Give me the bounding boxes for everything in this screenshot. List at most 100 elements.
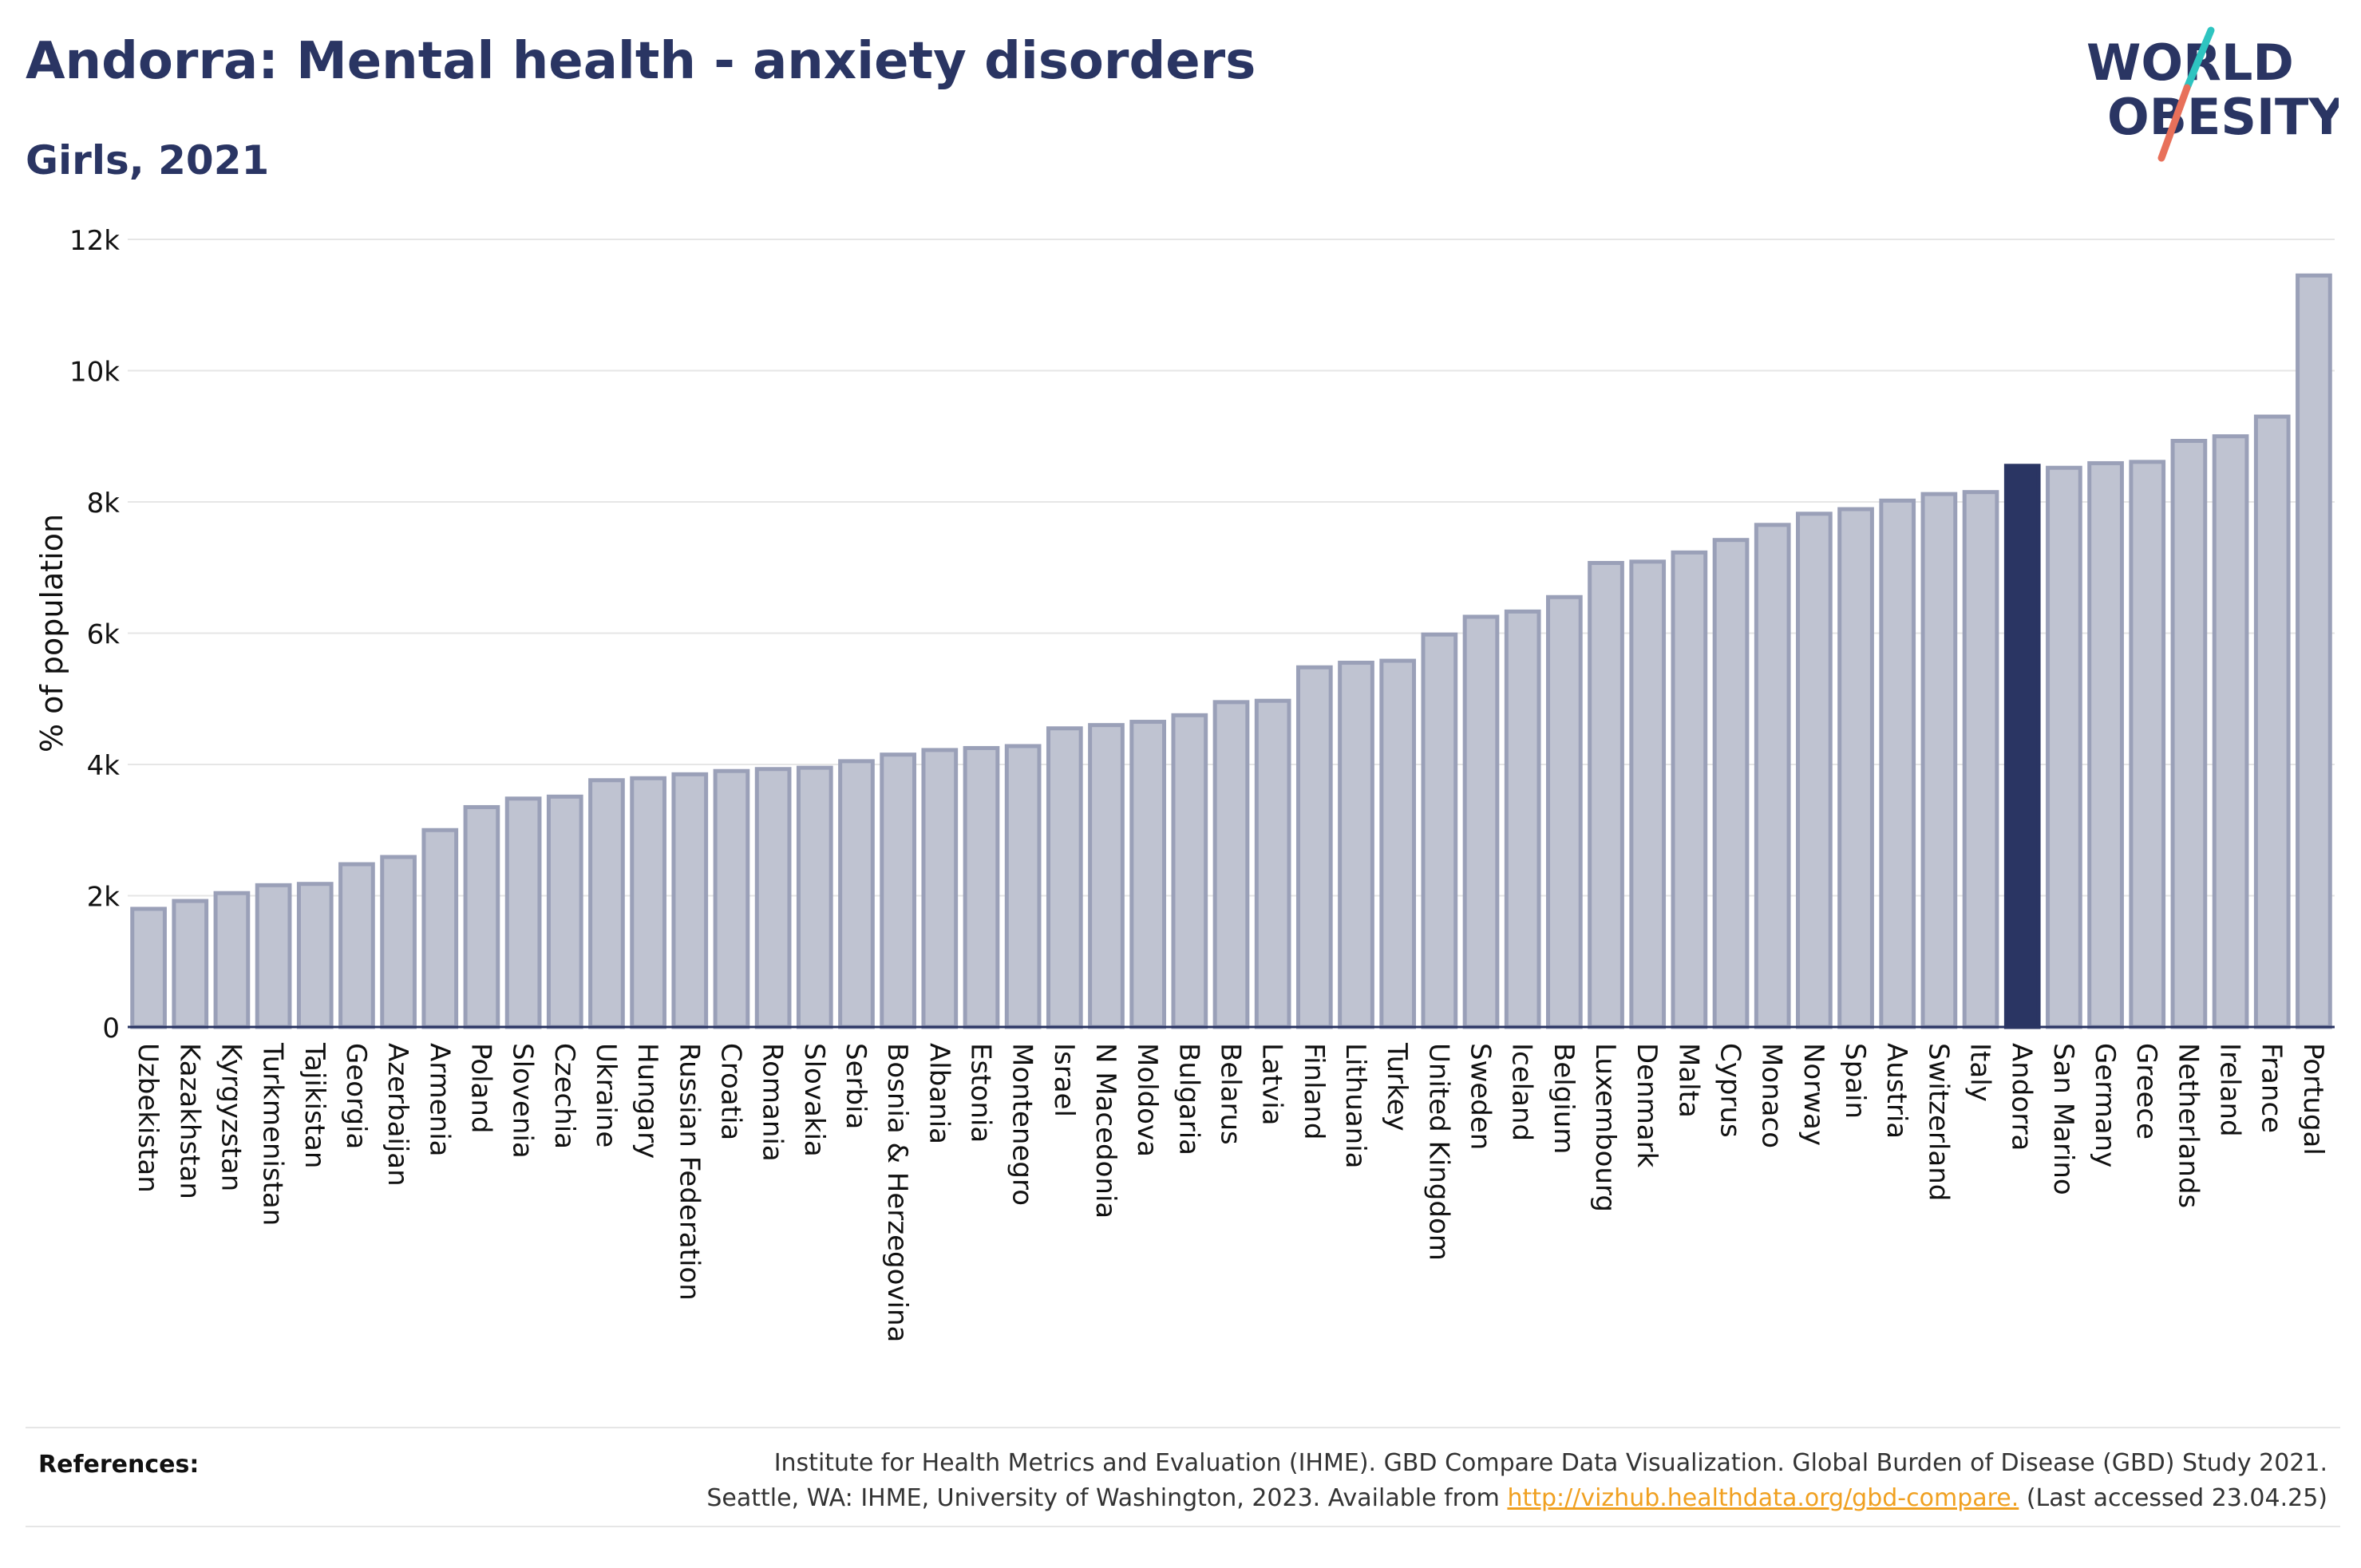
x-tick-label: Cyprus <box>1714 1043 1746 1138</box>
x-tick-label: Azerbaijan <box>382 1043 413 1187</box>
bar <box>380 855 417 1029</box>
bar <box>1046 726 1083 1029</box>
bar <box>630 776 666 1029</box>
y-tick-label: 8k <box>87 488 121 519</box>
bar <box>2170 439 2208 1029</box>
bar <box>1629 559 1667 1029</box>
x-tick-label: Romania <box>757 1043 789 1162</box>
bar <box>754 767 792 1029</box>
bar <box>1712 538 1750 1029</box>
y-tick-label: 6k <box>87 619 121 651</box>
world-obesity-logo: WORLD OBESITY <box>2086 26 2339 162</box>
bar <box>671 772 709 1029</box>
y-tick-label: 12k <box>69 225 120 257</box>
chart-title: Andorra: Mental health - anxiety disorde… <box>26 32 1256 91</box>
x-tick-label: N Macedonia <box>1090 1043 1121 1218</box>
bar <box>2212 434 2249 1029</box>
x-tick-label: Belgium <box>1548 1043 1580 1154</box>
bar <box>1462 614 1500 1029</box>
bar <box>1796 511 1833 1029</box>
bar <box>1920 492 1958 1029</box>
x-tick-label: Lithuania <box>1339 1043 1371 1168</box>
bar <box>338 862 375 1029</box>
bar <box>1254 698 1291 1029</box>
x-tick-label: Kyrgyzstan <box>215 1043 247 1191</box>
bar <box>2046 465 2082 1029</box>
bar <box>1588 560 1624 1029</box>
bar <box>1295 665 1333 1029</box>
bar <box>1129 720 1167 1029</box>
bar <box>546 794 583 1029</box>
x-tick-label: Sweden <box>1465 1043 1497 1150</box>
x-tick-label: Switzerland <box>1922 1043 1954 1201</box>
logo-text-obesity: OBESITY <box>2107 88 2339 146</box>
bar <box>1088 723 1125 1029</box>
bar <box>1837 507 1874 1029</box>
bar <box>421 827 459 1029</box>
bar <box>1171 713 1208 1029</box>
x-tick-label: Tajikistan <box>299 1042 330 1168</box>
x-tick-label: Kazakhstan <box>173 1043 205 1199</box>
x-tick-label: United Kingdom <box>1422 1043 1454 1261</box>
reference-line-1: Institute for Health Metrics and Evaluat… <box>773 1449 2327 1477</box>
bar <box>1879 498 1916 1029</box>
x-tick-label: Monaco <box>1756 1043 1788 1148</box>
y-tick-label: 10k <box>69 357 120 389</box>
x-tick-label: Slovenia <box>507 1043 539 1159</box>
bar <box>2253 414 2291 1029</box>
x-tick-label: Poland <box>465 1043 496 1134</box>
x-tick-label: Armenia <box>423 1043 455 1157</box>
bar <box>796 765 833 1029</box>
x-tick-label: Czechia <box>548 1043 580 1149</box>
x-tick-label: Georgia <box>340 1043 372 1149</box>
x-tick-label: Albania <box>923 1043 955 1144</box>
bar <box>921 748 959 1029</box>
y-tick-label: 4k <box>87 750 121 782</box>
x-tick-label: Andorra <box>2006 1043 2038 1151</box>
references-text: Institute for Health Metrics and Evaluat… <box>412 1446 2327 1516</box>
x-tick-label: Latvia <box>1256 1043 1288 1126</box>
bar <box>1671 550 1708 1029</box>
reference-link[interactable]: http://vizhub.healthdata.org/gbd-compare… <box>1507 1484 2019 1512</box>
reference-line-2-prefix: Seattle, WA: IHME, University of Washing… <box>706 1484 1508 1512</box>
bar <box>2087 460 2124 1029</box>
bar <box>880 752 916 1029</box>
reference-line-2: Seattle, WA: IHME, University of Washing… <box>412 1481 2327 1516</box>
x-tick-label: Estonia <box>964 1043 996 1143</box>
x-tick-label: Denmark <box>1631 1043 1663 1168</box>
y-tick-label: 2k <box>87 882 121 914</box>
x-tick-label: Ireland <box>2214 1043 2246 1137</box>
bar <box>2129 460 2166 1029</box>
x-tick-label: Slovakia <box>798 1043 830 1157</box>
bar <box>1546 594 1583 1029</box>
bar <box>172 899 209 1029</box>
x-tick-label: Uzbekistan <box>132 1043 164 1193</box>
x-tick-label: Russian Federation <box>673 1043 705 1301</box>
references-label: References: <box>38 1451 200 1479</box>
bar <box>588 778 625 1029</box>
x-tick-label: Turkey <box>1381 1042 1413 1132</box>
bar <box>255 883 292 1029</box>
bar <box>2003 464 2041 1029</box>
x-tick-label: Greece <box>2130 1043 2162 1139</box>
x-tick-label: Portugal <box>2297 1043 2329 1155</box>
x-tick-label: Serbia <box>840 1043 872 1129</box>
x-tick-label: Moldova <box>1131 1043 1163 1157</box>
bar <box>838 759 875 1029</box>
references-bottom-divider <box>26 1526 2340 1527</box>
x-tick-label: Belarus <box>1215 1043 1247 1145</box>
x-tick-label: Croatia <box>714 1043 746 1140</box>
x-tick-label: Austria <box>1880 1043 1912 1139</box>
logo-slash-coral <box>2157 84 2191 162</box>
bar <box>963 745 1000 1029</box>
bar <box>1754 523 1791 1029</box>
bar <box>504 796 542 1029</box>
bar <box>1004 744 1042 1029</box>
reference-line-2-suffix: (Last accessed 23.04.25) <box>2019 1484 2327 1512</box>
logo-slash-teal <box>2183 26 2215 92</box>
bar <box>213 891 251 1029</box>
bar <box>713 768 750 1029</box>
references-top-divider <box>26 1427 2340 1428</box>
x-tick-label: Hungary <box>631 1043 663 1159</box>
bar <box>296 882 334 1029</box>
